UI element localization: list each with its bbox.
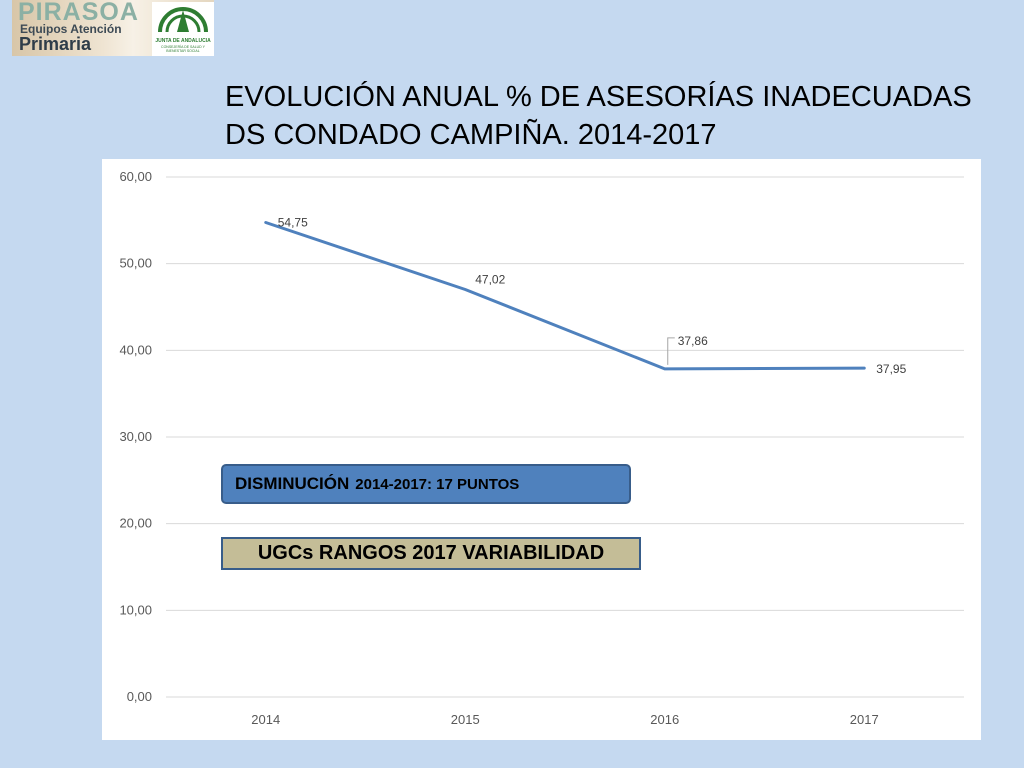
junta-andalucia-logo: JUNTA DE ANDALUCIA CONSEJERÍA DE SALUD Y… — [152, 2, 214, 56]
data-label: 37,86 — [678, 334, 708, 348]
x-tick-label: 2017 — [850, 712, 879, 727]
decrease-main-text: DISMINUCIÓN — [235, 474, 350, 493]
x-tick-label: 2014 — [251, 712, 280, 727]
y-tick-label: 50,00 — [119, 256, 152, 271]
ranges-text: UGCs RANGOS 2017 VARIABILIDAD — [257, 542, 605, 564]
data-label: 54,75 — [278, 216, 308, 230]
title-line-1: EVOLUCIÓN ANUAL % DE ASESORÍAS INADECUAD… — [225, 81, 972, 113]
logo-line2: Primaria — [19, 34, 92, 54]
pirasoa-logo: PIRASOA Equipos Atención Primaria JUNTA … — [12, 0, 214, 56]
y-tick-label: 20,00 — [119, 516, 152, 531]
y-tick-label: 30,00 — [119, 429, 152, 444]
junta-emblem-icon — [158, 7, 208, 33]
x-tick-label: 2015 — [451, 712, 480, 727]
data-label: 37,95 — [876, 362, 906, 376]
y-tick-label: 10,00 — [119, 602, 152, 617]
y-tick-label: 60,00 — [119, 169, 152, 184]
y-tick-label: 0,00 — [127, 689, 152, 704]
decrease-callout: DISMINUCIÓN 2014-2017: 17 PUNTOS — [221, 464, 631, 504]
junta-label: JUNTA DE ANDALUCIA — [155, 38, 211, 44]
slide-title: EVOLUCIÓN ANUAL % DE ASESORÍAS INADECUAD… — [225, 78, 985, 154]
chart-svg: 0,00 10,00 20,00 30,00 40,00 50,00 60,00 2014 20… — [119, 169, 964, 727]
logo-brand: PIRASOA — [18, 0, 139, 26]
data-label-leader — [667, 337, 675, 365]
y-tick-label: 40,00 — [119, 342, 152, 357]
logo-line1: Equipos Atención — [20, 22, 122, 36]
line-chart: 0,00 10,00 20,00 30,00 40,00 50,00 60,00 2014 20… — [102, 159, 981, 740]
x-tick-label: 2016 — [650, 712, 679, 727]
data-label: 47,02 — [475, 272, 505, 286]
junta-sub-label: CONSEJERÍA DE SALUD Y BIENESTAR SOCIAL — [161, 45, 205, 53]
title-line-2: DS CONDADO CAMPIÑA. 2014-2017 — [225, 119, 717, 151]
ranges-callout: UGCs RANGOS 2017 VARIABILIDAD — [221, 537, 641, 570]
decrease-sub-text: 2014-2017: 17 PUNTOS — [355, 475, 520, 493]
series-line — [264, 221, 866, 371]
